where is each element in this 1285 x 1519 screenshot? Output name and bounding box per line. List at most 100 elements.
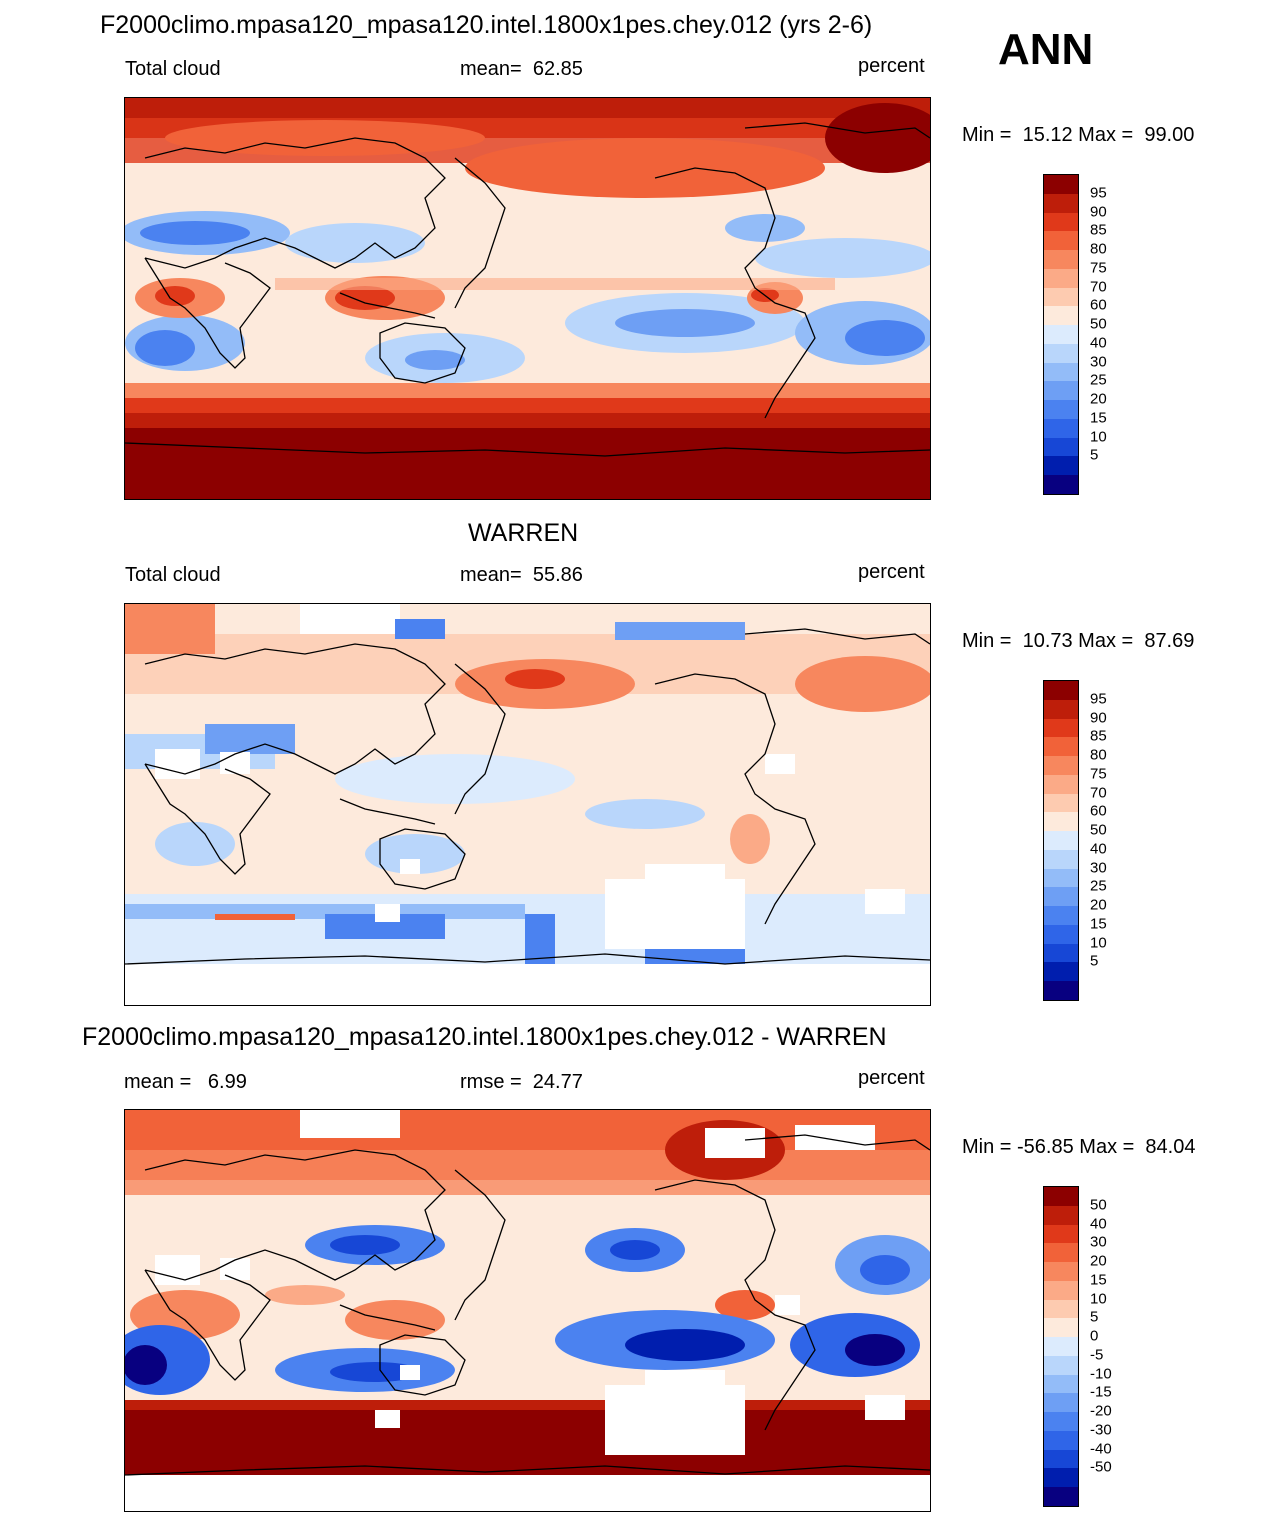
panel-3-mean-label: mean = 6.99 bbox=[124, 1071, 247, 1093]
colorbar-tick-label: 40 bbox=[1090, 840, 1107, 858]
colorbar-swatch bbox=[1044, 306, 1078, 325]
colorbar-tick-label: 20 bbox=[1090, 1252, 1107, 1270]
colorbar-swatch bbox=[1044, 193, 1078, 213]
panel-1-minmax: Min = 15.12 Max = 99.00 bbox=[962, 124, 1195, 146]
colorbar-swatch bbox=[1044, 868, 1078, 888]
colorbar-swatch bbox=[1044, 924, 1078, 944]
colorbar-swatch bbox=[1044, 1224, 1078, 1244]
panel-2-colorbar bbox=[1043, 680, 1079, 1001]
panel-3-units-label: percent bbox=[858, 1067, 925, 1089]
colorbar-tick-label: -30 bbox=[1090, 1421, 1112, 1439]
colorbar-tick-label: 50 bbox=[1090, 821, 1107, 839]
colorbar-swatch bbox=[1044, 1280, 1078, 1300]
colorbar-swatch bbox=[1044, 774, 1078, 794]
colorbar-swatch bbox=[1044, 175, 1078, 194]
colorbar-tick-label: 85 bbox=[1090, 727, 1107, 745]
colorbar-tick-label: 25 bbox=[1090, 877, 1107, 895]
colorbar-tick-label: 15 bbox=[1090, 1271, 1107, 1289]
colorbar-swatch bbox=[1044, 1337, 1078, 1356]
colorbar-tick-label: 80 bbox=[1090, 240, 1107, 258]
colorbar-tick-label: -5 bbox=[1090, 1346, 1104, 1364]
colorbar-swatch bbox=[1044, 718, 1078, 738]
colorbar-tick-label: 15 bbox=[1090, 915, 1107, 933]
colorbar-tick-label: 20 bbox=[1090, 390, 1107, 408]
colorbar-tick-label: 10 bbox=[1090, 934, 1107, 952]
panel-1-title: F2000climo.mpasa120_mpasa120.intel.1800x… bbox=[100, 11, 873, 39]
panel-2-title: WARREN bbox=[468, 519, 579, 547]
colorbar-swatch bbox=[1044, 1243, 1078, 1262]
colorbar-tick-label: 20 bbox=[1090, 896, 1107, 914]
colorbar-tick-label: 30 bbox=[1090, 859, 1107, 877]
colorbar-swatch bbox=[1044, 400, 1078, 419]
colorbar-tick-label: 10 bbox=[1090, 428, 1107, 446]
colorbar-tick-label: 60 bbox=[1090, 802, 1107, 820]
colorbar-swatch bbox=[1044, 962, 1078, 981]
colorbar-swatch bbox=[1044, 812, 1078, 831]
colorbar-tick-label: 5 bbox=[1090, 1308, 1099, 1326]
colorbar-tick-label: 0 bbox=[1090, 1327, 1099, 1345]
colorbar-swatch bbox=[1044, 1205, 1078, 1225]
colorbar-swatch bbox=[1044, 756, 1078, 775]
colorbar-swatch bbox=[1044, 268, 1078, 288]
season-label: ANN bbox=[998, 25, 1094, 74]
colorbar-swatch bbox=[1044, 1487, 1078, 1506]
colorbar-swatch bbox=[1044, 943, 1078, 963]
colorbar-tick-label: 50 bbox=[1090, 1196, 1107, 1214]
panel-2-minmax: Min = 10.73 Max = 87.69 bbox=[962, 630, 1195, 652]
colorbar-swatch bbox=[1044, 418, 1078, 438]
colorbar-swatch bbox=[1044, 1430, 1078, 1450]
panel-2-mean-label: mean= 55.86 bbox=[460, 564, 583, 586]
colorbar-swatch bbox=[1044, 1262, 1078, 1281]
colorbar-swatch bbox=[1044, 1318, 1078, 1337]
colorbar-swatch bbox=[1044, 475, 1078, 494]
colorbar-swatch bbox=[1044, 1299, 1078, 1319]
colorbar-tick-label: 30 bbox=[1090, 1233, 1107, 1251]
colorbar-tick-label: 25 bbox=[1090, 371, 1107, 389]
panel-3-rmse-label: rmse = 24.77 bbox=[460, 1071, 583, 1093]
panel-1-units-label: percent bbox=[858, 55, 925, 77]
colorbar-swatch bbox=[1044, 887, 1078, 906]
colorbar-swatch bbox=[1044, 699, 1078, 719]
colorbar-swatch bbox=[1044, 325, 1078, 344]
colorbar-tick-label: 90 bbox=[1090, 203, 1107, 221]
colorbar-swatch bbox=[1044, 250, 1078, 269]
colorbar-swatch bbox=[1044, 1187, 1078, 1206]
colorbar-tick-label: 95 bbox=[1090, 690, 1107, 708]
colorbar-tick-label: -15 bbox=[1090, 1383, 1112, 1401]
colorbar-tick-label: -40 bbox=[1090, 1440, 1112, 1458]
colorbar-swatch bbox=[1044, 1412, 1078, 1431]
colorbar-tick-label: 90 bbox=[1090, 709, 1107, 727]
colorbar-tick-label: 95 bbox=[1090, 184, 1107, 202]
colorbar-swatch bbox=[1044, 1355, 1078, 1375]
colorbar-swatch bbox=[1044, 981, 1078, 1000]
colorbar-tick-label: 40 bbox=[1090, 334, 1107, 352]
colorbar-swatch bbox=[1044, 1449, 1078, 1469]
colorbar-swatch bbox=[1044, 437, 1078, 457]
colorbar-tick-label: 10 bbox=[1090, 1290, 1107, 1308]
panel-3-map bbox=[124, 1109, 931, 1512]
colorbar-tick-label: 5 bbox=[1090, 446, 1099, 464]
panel-1-mean-label: mean= 62.85 bbox=[460, 58, 583, 80]
colorbar-swatch bbox=[1044, 737, 1078, 756]
colorbar-tick-label: 60 bbox=[1090, 296, 1107, 314]
colorbar-swatch bbox=[1044, 793, 1078, 813]
colorbar-swatch bbox=[1044, 1468, 1078, 1487]
colorbar-swatch bbox=[1044, 1393, 1078, 1412]
colorbar-swatch bbox=[1044, 1374, 1078, 1394]
colorbar-swatch bbox=[1044, 456, 1078, 475]
colorbar-swatch bbox=[1044, 287, 1078, 307]
colorbar-tick-label: 75 bbox=[1090, 765, 1107, 783]
colorbar-swatch bbox=[1044, 381, 1078, 400]
panel-3-title: F2000climo.mpasa120_mpasa120.intel.1800x… bbox=[82, 1023, 887, 1051]
colorbar-swatch bbox=[1044, 343, 1078, 363]
colorbar-tick-label: 80 bbox=[1090, 746, 1107, 764]
colorbar-tick-label: -50 bbox=[1090, 1458, 1112, 1476]
colorbar-tick-label: 70 bbox=[1090, 278, 1107, 296]
panel-3-colorbar bbox=[1043, 1186, 1079, 1507]
colorbar-tick-label: 85 bbox=[1090, 221, 1107, 239]
colorbar-tick-label: 30 bbox=[1090, 353, 1107, 371]
colorbar-swatch bbox=[1044, 362, 1078, 382]
panel-1-variable-label: Total cloud bbox=[125, 58, 221, 80]
colorbar-tick-label: 15 bbox=[1090, 409, 1107, 427]
colorbar-swatch bbox=[1044, 212, 1078, 232]
